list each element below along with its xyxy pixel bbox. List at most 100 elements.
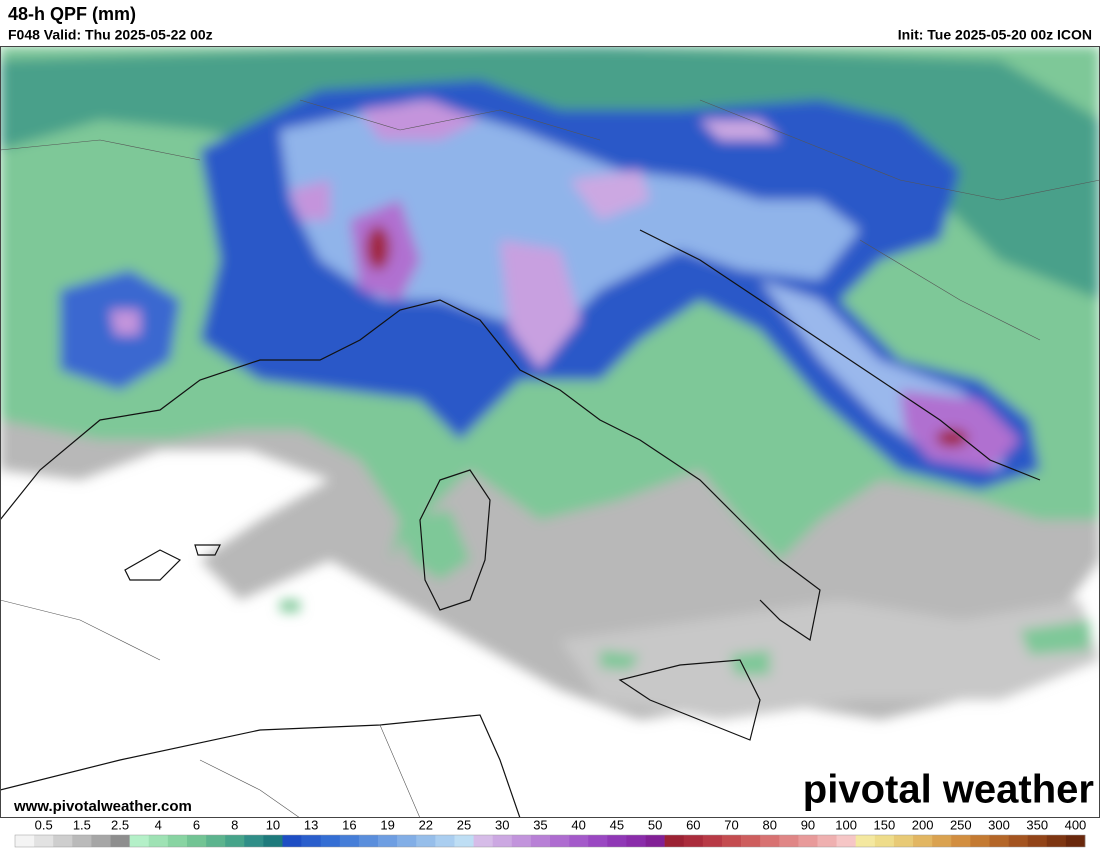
colorbar-swatch [301,835,322,847]
shade-purple [700,120,780,140]
website-url: www.pivotalweather.com [13,798,192,815]
colorbar-swatch [15,835,35,847]
borders [0,99,1100,818]
colorbar-swatch [798,835,818,847]
colorbar-label: 150 [874,817,896,832]
shade-green [600,650,640,670]
colorbar-swatch [206,835,226,847]
coast [618,659,761,741]
colorbar-swatch [1065,835,1086,847]
colorbar-label: 300 [988,817,1010,832]
colorbar-label: 70 [724,817,738,832]
colorbar-label: 350 [1026,817,1048,832]
colorbar-swatch [34,835,54,847]
colorbar-swatch [817,835,837,847]
colorbar-swatch [282,835,302,847]
colorbar-swatch [607,835,627,847]
colorbar-swatch [874,835,895,847]
colorbar-swatch [148,835,169,847]
shade-purple [570,170,650,220]
colorbar-label: 25 [457,817,471,832]
colorbar-swatch [91,835,111,847]
map-title: 48-h QPF (mm) [8,4,136,24]
colorbar-frame [14,834,1086,848]
shade-green [400,510,470,580]
colorbar-swatch [511,835,532,847]
colorbar-swatch [263,835,283,847]
colorbar-swatch [454,835,474,847]
colorbar-label: 1.5 [73,817,91,832]
shade-purple [900,390,1020,470]
colorbar-swatch [530,835,551,847]
colorbar-label: 200 [912,817,934,832]
colorbar-swatch [645,835,665,847]
colorbar-label: 400 [1065,817,1087,832]
colorbar-swatch [913,835,933,847]
colorbar-label: 0.5 [35,817,53,832]
colorbar-swatch [492,835,513,847]
colorbar-swatch [626,835,646,847]
colorbar-swatch [129,835,150,847]
coast [124,549,182,581]
colorbar-swatch [339,835,360,847]
coast [639,229,1041,481]
colorbar-label: 22 [419,817,433,832]
colorbar-swatch [397,835,417,847]
colorbar-label: 19 [380,817,394,832]
precip-shading [0,46,1100,720]
logo: pivotal weather [803,768,1094,812]
colorbar: 0.5 1.5 2.5 4 6 8 10 13 16 19 22 25 30 35 40 45 50 60 70 80… [14,817,1087,848]
colorbar-swatch [855,835,876,847]
colorbar-swatch [741,835,761,847]
colorbar-label: 13 [304,817,318,832]
colorbar-label: 90 [801,817,815,832]
colorbar-label: 60 [686,817,700,832]
coast [419,469,491,611]
colorbar-swatch [167,835,188,847]
precip-field [0,46,1100,818]
colorbar-label: 40 [571,817,585,832]
colorbar-label: 50 [648,817,662,832]
colorbar-swatch [550,835,570,847]
shade-lightblue [280,100,860,330]
colorbar-swatch [435,835,455,847]
coast [0,299,821,641]
colorbar-swatch [225,835,245,847]
shade-green [1020,620,1090,655]
colorbar-label: 250 [950,817,972,832]
valid-time: F048 Valid: Thu 2025-05-22 00z [8,27,213,43]
init-time: Init: Tue 2025-05-20 00z ICON [898,27,1092,43]
colorbar-label: 80 [762,817,776,832]
colorbar-swatch [702,835,723,847]
colorbar-swatch [1046,835,1067,847]
colorbar-swatch [760,835,780,847]
border [0,99,1100,818]
shade-gray [560,600,1100,720]
colorbar-label: 2.5 [111,817,129,832]
colorbar-swatch [779,835,799,847]
shade-green [730,650,770,675]
shade-purple [290,180,330,220]
colorbar-swatch [932,835,952,847]
colorbar-swatch [989,835,1009,847]
colorbar-swatch [970,835,990,847]
colorbar-swatch [893,835,914,847]
colorbar-swatch [473,835,493,847]
colorbar-label: 45 [610,817,624,832]
colorbar-label: 8 [231,817,238,832]
colorbar-swatch [72,835,92,847]
colorbar-swatch [378,835,398,847]
shade-green [280,600,300,612]
colorbar-swatch [664,835,685,847]
colorbar-swatch [416,835,436,847]
colorbar-label: 10 [266,817,280,832]
colorbar-label: 16 [342,817,356,832]
colorbar-swatch [588,835,608,847]
colorbar-label: 6 [193,817,200,832]
colorbar-swatch [569,835,589,847]
colorbar-label: 100 [835,817,857,832]
colorbar-label: 30 [495,817,509,832]
colorbar-swatch [836,835,857,847]
